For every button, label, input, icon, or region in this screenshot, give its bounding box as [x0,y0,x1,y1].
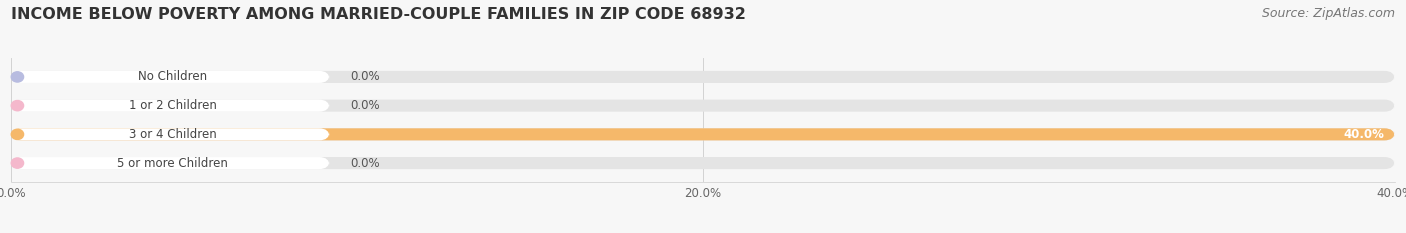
Text: 0.0%: 0.0% [350,99,380,112]
Text: 5 or more Children: 5 or more Children [117,157,228,170]
FancyBboxPatch shape [11,71,329,83]
Text: 40.0%: 40.0% [1344,128,1385,141]
Text: No Children: No Children [138,70,207,83]
FancyBboxPatch shape [11,128,1395,140]
Text: 3 or 4 Children: 3 or 4 Children [129,128,217,141]
FancyBboxPatch shape [11,157,1395,169]
FancyBboxPatch shape [11,128,329,140]
Text: 0.0%: 0.0% [350,157,380,170]
Text: INCOME BELOW POVERTY AMONG MARRIED-COUPLE FAMILIES IN ZIP CODE 68932: INCOME BELOW POVERTY AMONG MARRIED-COUPL… [11,7,747,22]
Circle shape [11,100,24,111]
Text: Source: ZipAtlas.com: Source: ZipAtlas.com [1261,7,1395,20]
Text: 0.0%: 0.0% [350,70,380,83]
Circle shape [11,158,24,168]
Text: 1 or 2 Children: 1 or 2 Children [128,99,217,112]
Circle shape [11,129,24,140]
FancyBboxPatch shape [11,128,1395,140]
FancyBboxPatch shape [11,99,329,112]
FancyBboxPatch shape [11,99,1395,112]
FancyBboxPatch shape [11,71,1395,83]
Circle shape [11,72,24,82]
FancyBboxPatch shape [11,157,329,169]
